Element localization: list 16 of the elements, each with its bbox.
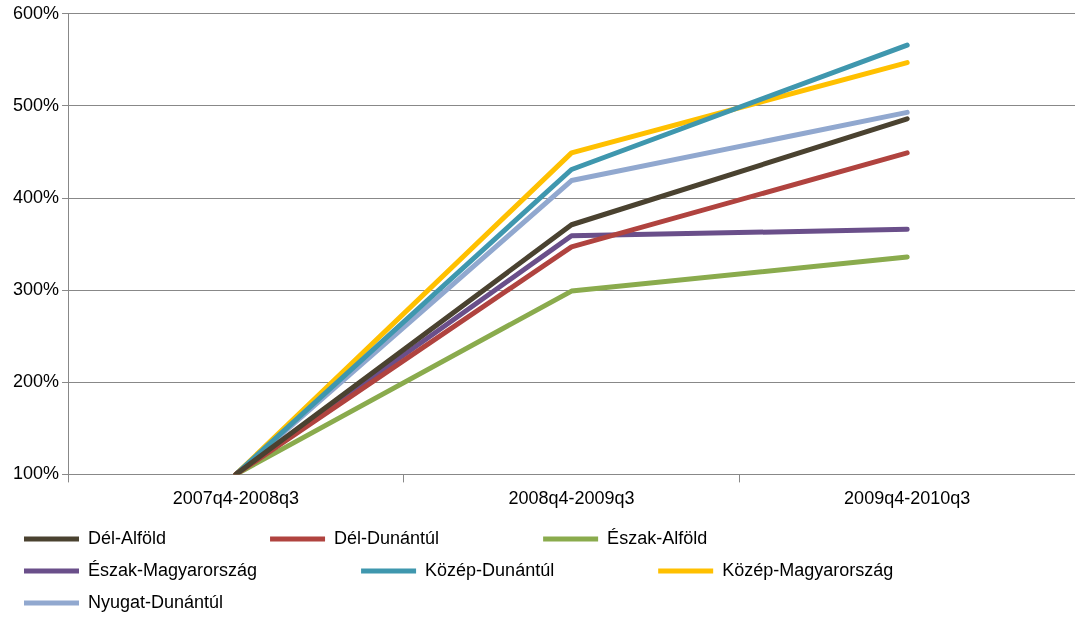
x-tick-label: 2008q4-2009q3	[508, 488, 635, 509]
legend-label: Dél-Alföld	[88, 527, 257, 548]
legend-label: Nyugat-Dunántúl	[88, 591, 314, 612]
legend-label: Észak-Alföld	[607, 527, 798, 548]
legend-label: Közép-Dunántúl	[425, 559, 645, 580]
y-tick-label: 300%	[12, 279, 60, 300]
x-tick-label: 2007q4-2008q3	[172, 488, 299, 509]
y-tick-label: 200%	[12, 371, 60, 392]
y-tick-label: 500%	[12, 94, 60, 115]
y-tick-label: 400%	[12, 187, 60, 208]
legend-label: Dél-Dunántúl	[334, 527, 530, 548]
legend-label: Közép-Magyarország	[722, 559, 984, 580]
y-tick-label: 600%	[12, 2, 60, 23]
x-tick-label: 2009q4-2010q3	[844, 488, 971, 509]
y-tick-label: 100%	[12, 463, 60, 484]
legend-label: Észak-Magyarország	[88, 559, 348, 580]
